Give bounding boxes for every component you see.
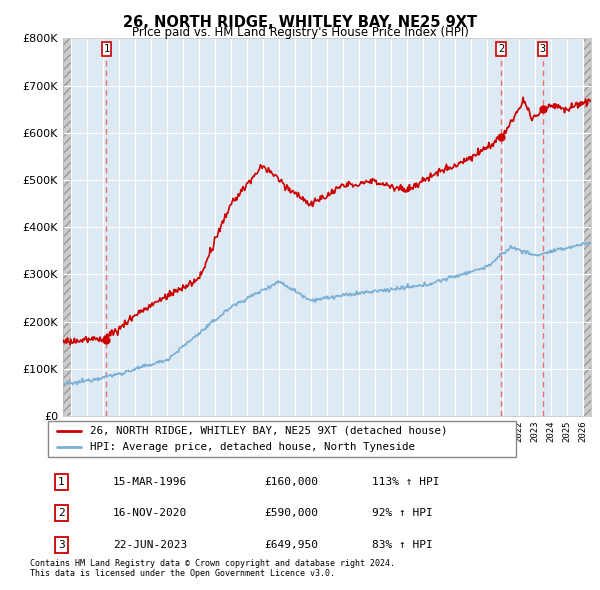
Text: 22-JUN-2023: 22-JUN-2023 xyxy=(113,540,187,550)
Text: £160,000: £160,000 xyxy=(264,477,318,487)
Text: 2: 2 xyxy=(498,44,504,54)
Bar xyxy=(583,38,591,416)
Text: 3: 3 xyxy=(58,540,65,550)
Text: 26, NORTH RIDGE, WHITLEY BAY, NE25 9XT (detached house): 26, NORTH RIDGE, WHITLEY BAY, NE25 9XT (… xyxy=(90,425,448,435)
Text: This data is licensed under the Open Government Licence v3.0.: This data is licensed under the Open Gov… xyxy=(30,569,335,578)
Text: 16-NOV-2020: 16-NOV-2020 xyxy=(113,508,187,518)
Text: 1: 1 xyxy=(103,44,109,54)
Point xyxy=(496,133,506,142)
Text: 26, NORTH RIDGE, WHITLEY BAY, NE25 9XT: 26, NORTH RIDGE, WHITLEY BAY, NE25 9XT xyxy=(123,15,477,30)
Text: 83% ↑ HPI: 83% ↑ HPI xyxy=(372,540,433,550)
Text: 92% ↑ HPI: 92% ↑ HPI xyxy=(372,508,433,518)
Text: 2: 2 xyxy=(58,508,65,518)
Text: £590,000: £590,000 xyxy=(264,508,318,518)
Text: Price paid vs. HM Land Registry's House Price Index (HPI): Price paid vs. HM Land Registry's House … xyxy=(131,26,469,39)
Text: £649,950: £649,950 xyxy=(264,540,318,550)
Text: HPI: Average price, detached house, North Tyneside: HPI: Average price, detached house, Nort… xyxy=(90,442,415,453)
Bar xyxy=(63,38,71,416)
Text: 113% ↑ HPI: 113% ↑ HPI xyxy=(372,477,439,487)
Text: 15-MAR-1996: 15-MAR-1996 xyxy=(113,477,187,487)
Text: 3: 3 xyxy=(539,44,545,54)
Text: Contains HM Land Registry data © Crown copyright and database right 2024.: Contains HM Land Registry data © Crown c… xyxy=(30,559,395,568)
Text: 1: 1 xyxy=(58,477,65,487)
Point xyxy=(101,336,111,345)
Point xyxy=(538,104,547,114)
